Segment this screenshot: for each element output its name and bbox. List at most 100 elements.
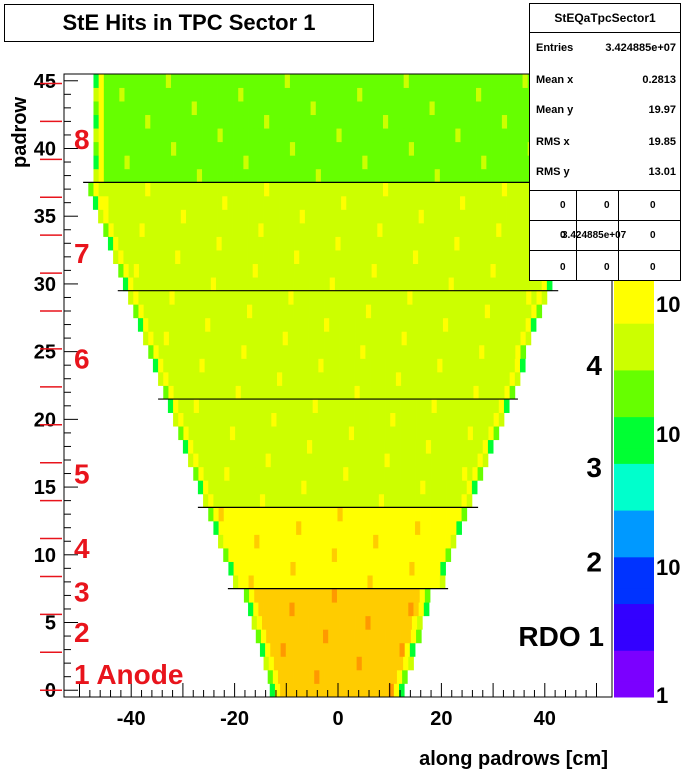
heatmap-bin [395, 629, 401, 644]
heatmap-bin [424, 182, 430, 197]
heatmap-bin [396, 304, 403, 319]
heatmap-bin [211, 195, 218, 210]
heatmap-bin [516, 250, 522, 265]
heatmap-bin [522, 128, 529, 143]
heatmap-bin [383, 548, 390, 562]
heatmap-bin [346, 74, 353, 88]
heatmap-bin [364, 399, 370, 413]
heatmap-bin [215, 331, 222, 346]
heatmap-bin [190, 236, 197, 251]
heatmap-bin [510, 304, 517, 319]
heatmap-bin [271, 371, 278, 386]
heatmap-bin [339, 358, 345, 373]
heatmap-bin [499, 385, 505, 400]
heatmap-bin [193, 453, 199, 468]
heatmap-bin [408, 101, 415, 116]
heatmap-bin [186, 182, 193, 197]
heatmap-bin [124, 101, 131, 116]
heatmap-bin [374, 426, 381, 441]
color-scale-segment [614, 619, 654, 636]
heatmap-bin [207, 101, 213, 116]
color-scale-label: 1 [656, 683, 668, 708]
heatmap-bin [320, 222, 326, 237]
heatmap-bin [331, 683, 338, 698]
heatmap-bin [247, 263, 254, 278]
heatmap-bin [262, 277, 269, 292]
heatmap-bin [426, 358, 433, 373]
heatmap-bin [270, 466, 277, 481]
heatmap-bin [258, 168, 265, 183]
heatmap-bin [449, 209, 456, 224]
heatmap-bin [511, 263, 517, 278]
heatmap-bin [138, 236, 145, 251]
heatmap-bin [365, 615, 371, 630]
heatmap-bin [262, 344, 268, 359]
heatmap-bin [536, 304, 543, 319]
heatmap-bin [333, 371, 340, 386]
heatmap-bin [491, 155, 498, 170]
heatmap-bin [356, 263, 362, 278]
heatmap-bin [360, 290, 367, 305]
heatmap-bin [493, 426, 500, 441]
heatmap-bin [243, 561, 250, 576]
heatmap-bin [270, 439, 277, 454]
heatmap-bin [272, 317, 278, 332]
heatmap-bin [512, 74, 518, 88]
heatmap-bin [271, 426, 277, 441]
heatmap-bin [128, 236, 135, 251]
heatmap-bin [442, 371, 448, 386]
heatmap-bin [409, 520, 416, 535]
heatmap-bin [510, 344, 516, 359]
heatmap-bin [260, 399, 267, 413]
heatmap-bin [236, 317, 242, 332]
heatmap-bin [452, 371, 459, 386]
heatmap-bin [500, 290, 506, 305]
heatmap-bin [488, 371, 495, 386]
heatmap-bin [191, 168, 198, 183]
heatmap-bin [468, 317, 475, 332]
heatmap-bin [302, 399, 308, 413]
heatmap-bin [414, 534, 421, 549]
heatmap-bin [323, 358, 330, 373]
heatmap-bin [341, 182, 348, 197]
heatmap-bin [453, 331, 459, 346]
heatmap-bin [370, 331, 377, 346]
heatmap-bin [88, 182, 94, 197]
heatmap-bin [403, 74, 410, 88]
heatmap-bin [273, 263, 279, 278]
heatmap-bin [153, 304, 160, 319]
heatmap-bin [486, 168, 492, 183]
heatmap-bin [213, 466, 220, 481]
heatmap-bin [511, 250, 517, 265]
heatmap-bin [407, 236, 414, 251]
stats-mean-y-row: Mean y 19.97 [536, 104, 676, 124]
heatmap-bin [457, 412, 463, 427]
heatmap-bin [331, 74, 337, 88]
heatmap-bin [254, 561, 260, 576]
heatmap-bin [208, 439, 215, 454]
heatmap-bin [208, 453, 215, 468]
rdo-label: 2 [586, 547, 602, 578]
heatmap-bin [240, 412, 246, 427]
heatmap-bin [515, 290, 522, 305]
heatmap-bin [400, 412, 407, 427]
heatmap-bin [190, 263, 197, 278]
heatmap-bin [522, 168, 529, 183]
heatmap-bin [505, 290, 512, 305]
heatmap-bin [517, 87, 523, 102]
heatmap-bin [372, 155, 379, 170]
heatmap-bin [313, 385, 319, 400]
heatmap-bin [290, 507, 297, 522]
heatmap-bin [114, 87, 120, 102]
heatmap-bin [311, 548, 317, 562]
heatmap-bin [481, 141, 487, 156]
heatmap-bin [191, 195, 197, 210]
heatmap-bin [370, 317, 377, 332]
heatmap-bin [284, 141, 291, 156]
heatmap-bin [144, 236, 150, 251]
heatmap-bin [407, 277, 413, 292]
heatmap-bin [436, 439, 442, 454]
heatmap-bin [357, 588, 364, 603]
heatmap-bin [394, 493, 400, 508]
heatmap-bin [176, 74, 182, 88]
